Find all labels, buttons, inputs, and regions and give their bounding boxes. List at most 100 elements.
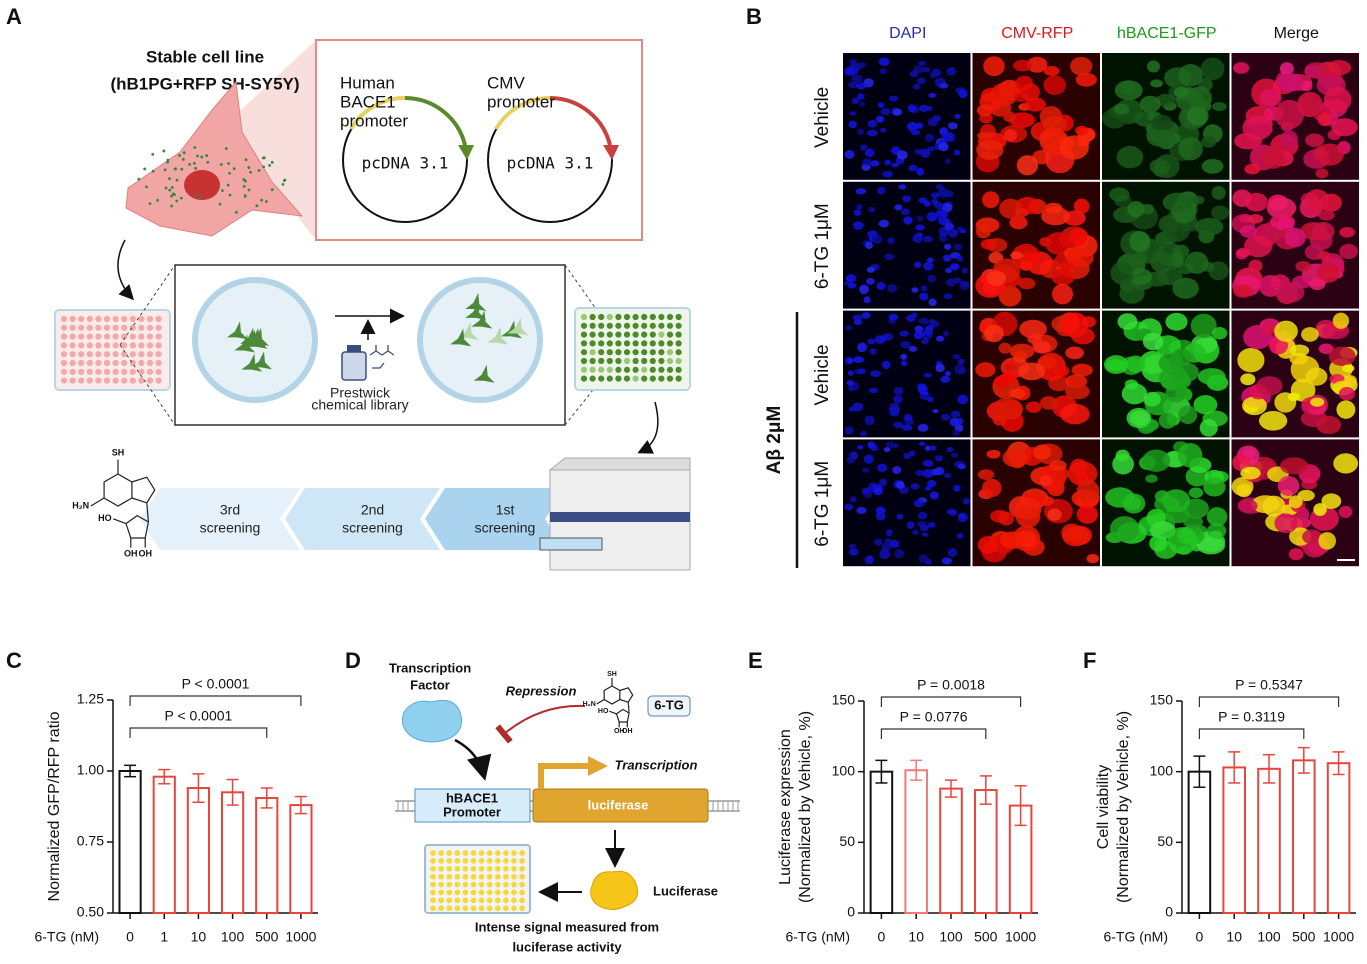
bar: [152, 775, 176, 914]
well: [462, 897, 469, 904]
cell-signal: [1339, 227, 1355, 238]
cell-signal: [917, 511, 928, 520]
dish-cell: [465, 292, 487, 311]
granule: [262, 156, 266, 160]
cell-signal: [1318, 343, 1334, 355]
cell-signal: [1172, 277, 1199, 299]
well: [69, 351, 76, 358]
cell-signal: [877, 463, 888, 472]
well: [478, 858, 485, 864]
panel-b: Aβ 2μM DAPI CMV-RFP hBACE1-GFP Merge Vehicle…: [764, 25, 1359, 568]
well: [511, 881, 517, 888]
well: [112, 315, 119, 323]
cell-signal: [910, 483, 920, 490]
well: [438, 858, 444, 864]
bond: [103, 473, 133, 507]
well: [589, 322, 596, 329]
cell-signal: [898, 184, 907, 190]
cell-signal: [880, 127, 887, 133]
cell-signal: [915, 469, 925, 477]
well: [112, 342, 119, 349]
cell-signal: [1065, 383, 1090, 400]
granule: [270, 188, 274, 192]
well: [519, 897, 525, 904]
bar: [1292, 759, 1316, 914]
cell-signal: [950, 410, 961, 418]
cell-signal: [935, 363, 945, 373]
cell-signal: [1212, 102, 1227, 112]
well: [438, 865, 444, 872]
cell-signal: [944, 158, 951, 164]
cell-signal: [921, 338, 929, 345]
dish-cell: [487, 326, 509, 345]
cell-signal: [861, 158, 872, 166]
cell-signal: [1066, 248, 1094, 268]
bond: [90, 497, 105, 507]
x-tick-label: 100: [1257, 929, 1281, 945]
cell-signal: [1032, 340, 1051, 354]
well: [641, 349, 648, 356]
well: [95, 342, 102, 349]
cell-signal: [866, 266, 875, 273]
well: [675, 340, 682, 347]
granule: [270, 160, 274, 164]
cell-signal: [953, 149, 961, 156]
cell-signal: [1196, 536, 1226, 555]
well: [658, 313, 665, 321]
cell-signal: [896, 150, 908, 160]
well: [454, 881, 461, 888]
well: [580, 340, 588, 347]
cell-signal: [852, 314, 863, 322]
well: [462, 858, 469, 864]
cell-signal: [1040, 396, 1058, 410]
gene-arc: [549, 96, 612, 146]
cell-signal: [1318, 251, 1332, 261]
well: [623, 331, 631, 338]
well: [503, 865, 509, 872]
cell-signal: [853, 356, 865, 364]
cell-signal: [1009, 215, 1028, 230]
well: [438, 897, 444, 904]
well: [615, 357, 622, 365]
cell-signal: [1326, 60, 1352, 76]
x-tick-label: 0: [878, 929, 886, 945]
well: [121, 315, 128, 323]
cell-signal: [943, 473, 952, 479]
cell-signal: [900, 353, 908, 360]
cell-signal: [927, 146, 935, 152]
cell-signal: [846, 357, 854, 364]
granule: [224, 147, 228, 150]
cell-signal: [1274, 99, 1305, 129]
cell-signal: [879, 68, 887, 75]
well: [462, 905, 469, 912]
well: [430, 905, 436, 912]
luciferase-enzyme: [590, 870, 639, 910]
well: [632, 313, 639, 321]
cell-signal: [926, 211, 938, 222]
promoter-arc: [494, 95, 551, 131]
cell-signal: [1039, 475, 1053, 487]
cell-signal: [849, 111, 857, 116]
cell-signal: [1178, 64, 1203, 87]
dish-cell: [250, 351, 272, 370]
well: [511, 905, 517, 912]
cell-signal: [1201, 136, 1217, 148]
cell-signal: [922, 459, 934, 467]
well: [598, 357, 605, 365]
cell-signal: [1016, 155, 1039, 176]
cell-signal: [986, 270, 1007, 286]
well: [632, 366, 639, 373]
cell-signal: [935, 209, 946, 217]
cell-signal: [977, 469, 995, 480]
row-label: 6-TG 1μM: [812, 461, 833, 547]
cell-signal: [922, 469, 934, 479]
vector-label: pcDNA 3.1: [362, 154, 449, 173]
well: [641, 340, 648, 347]
cell-signal: [1110, 261, 1134, 285]
cell-signal: [1206, 507, 1228, 527]
well: [658, 357, 665, 365]
well: [589, 313, 596, 321]
arrowhead: [588, 756, 608, 776]
cell-signal: [927, 274, 937, 283]
well: [462, 850, 469, 856]
